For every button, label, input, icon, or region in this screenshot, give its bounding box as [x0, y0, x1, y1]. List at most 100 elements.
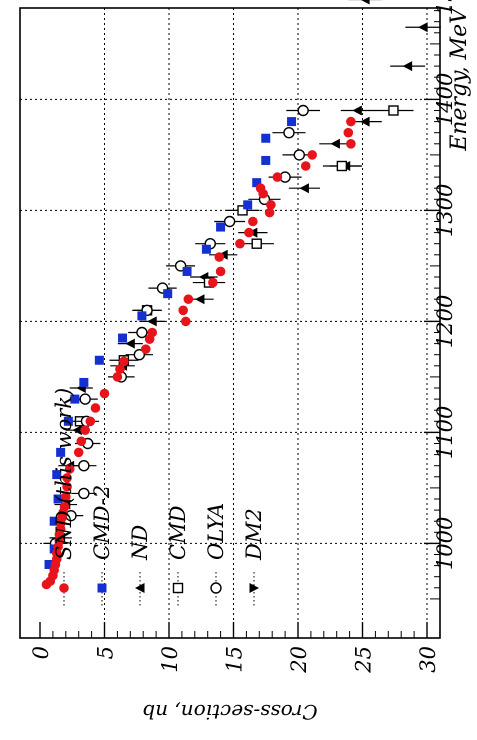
point-snd-this-work — [272, 172, 283, 182]
point-cmd-2 — [49, 516, 59, 526]
point-nd — [330, 138, 340, 149]
data-points — [41, 0, 441, 590]
legend-label-nd: ND — [128, 525, 152, 561]
point-olya — [133, 349, 146, 361]
point-snd-this-work — [346, 116, 356, 127]
tick-label-cross-section: 10 — [158, 646, 182, 673]
point-snd-this-work — [235, 238, 245, 249]
point-snd-this-work — [90, 403, 101, 413]
legend-label-cmd-2: CMD-2 — [90, 485, 114, 560]
point-cmd-2 — [261, 133, 271, 143]
point-cmd-2 — [137, 311, 147, 321]
point-nd — [418, 22, 428, 33]
tick-label-energy: 1200 — [433, 295, 457, 348]
grid-lines — [20, 8, 440, 638]
point-cmd-2 — [52, 470, 62, 480]
point-nd — [352, 105, 362, 116]
point-cmd-2 — [216, 222, 226, 232]
tick-label-energy: 1100 — [433, 406, 457, 459]
point-snd-this-work — [307, 150, 317, 160]
legend-marker-cmd — [172, 582, 184, 594]
point-cmd-2 — [182, 266, 192, 276]
point-snd-this-work — [147, 327, 158, 338]
point-nd — [361, 0, 370, 5]
point-cmd-2 — [118, 333, 128, 343]
point-cmd-2 — [261, 155, 271, 165]
point-snd-this-work — [208, 277, 218, 288]
legend-marker-dm2 — [249, 583, 259, 593]
point-snd-this-work — [115, 364, 125, 374]
point-snd-this-work — [99, 388, 110, 399]
point-olya — [223, 215, 236, 228]
point-cmd — [237, 205, 248, 216]
point-cmd-2 — [44, 559, 54, 569]
point-cmd — [336, 160, 348, 172]
point-cmd-2 — [163, 289, 173, 299]
point-snd-this-work — [140, 344, 151, 354]
point-cmd-2 — [94, 355, 104, 365]
point-nd — [72, 425, 82, 436]
point-snd-this-work — [80, 425, 90, 435]
tick-label-cross-section: 30 — [416, 646, 440, 673]
legend-label-dm2: DM2 — [242, 508, 266, 561]
point-snd-this-work — [215, 266, 226, 277]
legend-marker-cmd-2 — [97, 583, 107, 593]
tick-label-energy: 1000 — [433, 517, 457, 570]
point-nd — [125, 338, 135, 349]
legend-marker-snd-this-work — [59, 583, 69, 593]
point-cmd-2 — [63, 416, 73, 426]
point-cmd-2 — [252, 178, 262, 188]
point-nd — [299, 183, 309, 194]
point-snd-this-work — [64, 464, 75, 474]
plot-frame — [19, 7, 441, 639]
point-snd-this-work — [346, 139, 356, 149]
point-cmd-2 — [287, 117, 297, 127]
point-olya — [297, 104, 309, 117]
point-cmd-2 — [53, 494, 63, 504]
point-snd-this-work — [266, 200, 276, 210]
point-cmd — [388, 105, 399, 116]
point-cmd-2 — [243, 200, 253, 210]
tick-label-cross-section: 15 — [223, 646, 247, 673]
point-nd — [402, 61, 413, 72]
axis-ticks: 1000 1100 1200 1300 1400 1500 0 5 10 15 20 25 30 — [29, 0, 457, 674]
point-snd-this-work — [54, 536, 65, 546]
point-cmd — [251, 238, 262, 249]
point-cmd-2 — [70, 394, 80, 404]
point-nd — [360, 116, 370, 127]
point-snd-this-work — [180, 316, 191, 327]
point-snd-this-work — [183, 294, 194, 305]
legend: SND (this work) CMD-2 ND CMD OLYA DM2 — [52, 388, 266, 608]
legend-label-snd-this-work: SND (this work) — [52, 388, 76, 560]
point-snd-this-work — [85, 416, 96, 427]
point-snd-this-work — [255, 183, 266, 193]
point-snd-this-work — [178, 305, 188, 316]
point-snd-this-work — [112, 372, 123, 382]
tick-label-energy: 1400 — [433, 73, 457, 126]
point-snd-this-work — [62, 473, 72, 483]
point-snd-this-work — [343, 127, 354, 138]
point-snd-this-work — [76, 436, 87, 447]
point-nd — [147, 316, 157, 327]
x-axis-label: Energy, MeV — [447, 6, 472, 152]
point-snd-this-work — [248, 216, 258, 227]
point-olya — [79, 393, 91, 405]
legend-marker-olya — [210, 582, 222, 594]
point-snd-this-work — [73, 447, 84, 458]
point-olya — [78, 487, 90, 500]
tick-label-cross-section: 25 — [352, 646, 376, 674]
point-cmd-2 — [201, 244, 211, 254]
point-snd-this-work — [300, 161, 311, 171]
point-olya — [283, 126, 295, 139]
legend-label-cmd: CMD — [166, 505, 190, 560]
legend-label-olya: OLYA — [204, 503, 228, 560]
point-snd-this-work — [244, 227, 254, 238]
point-snd-this-work — [62, 481, 72, 492]
point-nd — [194, 294, 205, 305]
tick-label-cross-section: 5 — [94, 646, 118, 659]
point-snd-this-work — [214, 252, 225, 262]
tick-label-cross-section: 20 — [287, 646, 311, 674]
point-cmd-2 — [56, 447, 66, 457]
tick-label-energy: 1300 — [433, 184, 457, 237]
